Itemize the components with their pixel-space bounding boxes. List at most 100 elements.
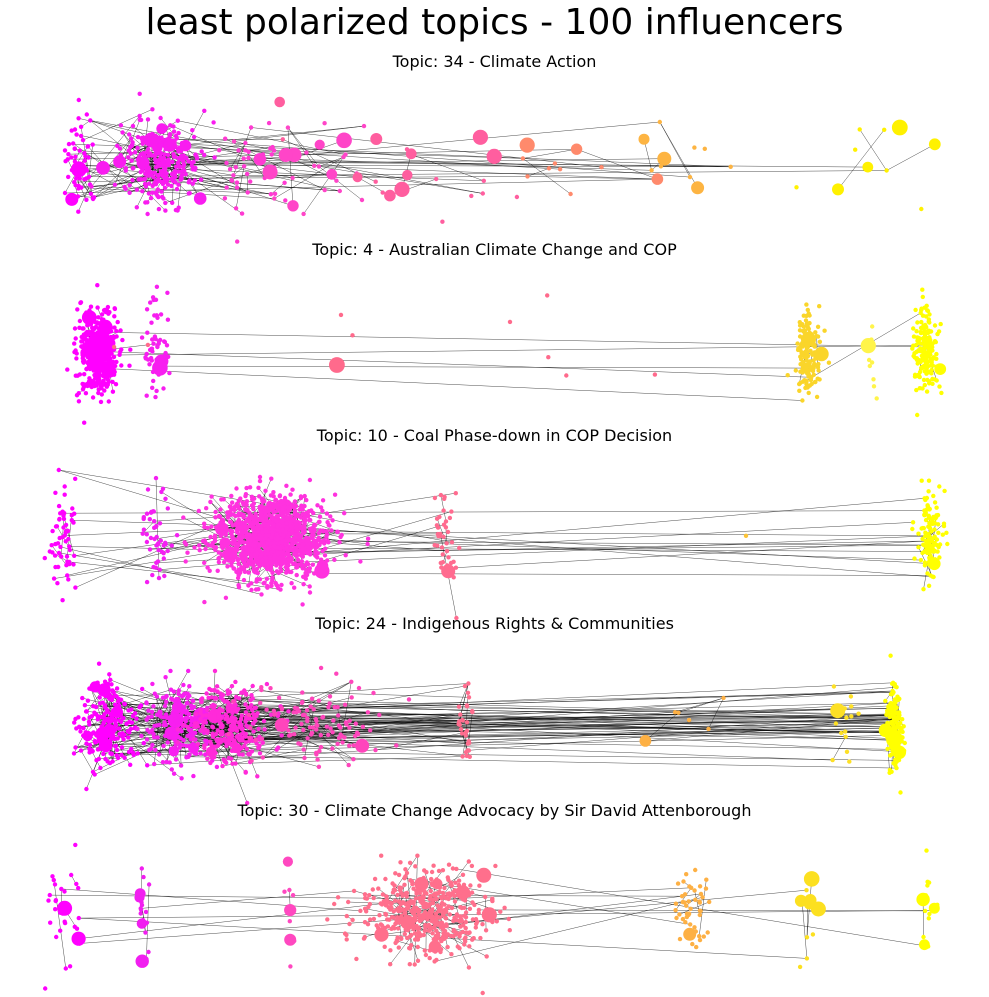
node bbox=[235, 185, 239, 189]
node bbox=[181, 743, 185, 747]
node bbox=[301, 582, 305, 586]
node bbox=[172, 735, 176, 739]
node bbox=[182, 708, 186, 712]
node bbox=[931, 515, 935, 519]
node bbox=[171, 179, 175, 183]
node bbox=[94, 381, 98, 385]
node bbox=[283, 496, 287, 500]
node bbox=[290, 488, 294, 492]
node bbox=[803, 328, 807, 332]
node bbox=[202, 525, 206, 529]
node bbox=[256, 571, 260, 575]
node bbox=[357, 686, 361, 690]
node bbox=[652, 173, 664, 185]
node bbox=[117, 703, 121, 707]
node bbox=[277, 696, 281, 700]
node bbox=[187, 180, 191, 184]
node bbox=[921, 355, 925, 359]
node bbox=[229, 520, 233, 524]
node bbox=[227, 548, 231, 552]
node bbox=[213, 719, 217, 723]
node bbox=[98, 333, 102, 337]
node bbox=[96, 717, 100, 721]
node bbox=[152, 509, 156, 513]
node bbox=[867, 358, 871, 362]
node bbox=[246, 570, 250, 574]
node bbox=[921, 314, 925, 318]
node bbox=[82, 360, 86, 364]
node bbox=[82, 372, 86, 376]
node bbox=[62, 517, 66, 521]
node bbox=[73, 159, 77, 163]
node bbox=[161, 196, 165, 200]
node bbox=[300, 602, 304, 606]
node bbox=[60, 598, 64, 602]
node bbox=[95, 321, 99, 325]
node bbox=[384, 190, 396, 202]
node bbox=[925, 389, 929, 393]
node bbox=[140, 335, 144, 339]
node bbox=[299, 553, 303, 557]
node bbox=[89, 732, 93, 736]
node bbox=[184, 559, 188, 563]
node bbox=[328, 726, 332, 730]
node bbox=[128, 763, 132, 767]
node bbox=[74, 336, 78, 340]
node bbox=[847, 759, 851, 763]
node bbox=[184, 542, 188, 546]
node bbox=[224, 547, 237, 560]
node bbox=[135, 188, 139, 192]
node bbox=[68, 548, 72, 552]
node bbox=[933, 500, 937, 504]
node bbox=[218, 691, 222, 695]
node bbox=[911, 344, 915, 348]
node bbox=[830, 703, 845, 718]
node bbox=[72, 350, 76, 354]
node bbox=[934, 357, 938, 361]
node bbox=[310, 731, 314, 735]
node bbox=[653, 372, 657, 376]
node bbox=[121, 737, 125, 741]
node bbox=[314, 550, 318, 554]
node bbox=[571, 144, 582, 155]
node bbox=[599, 165, 603, 169]
node bbox=[240, 211, 244, 215]
node bbox=[127, 148, 131, 152]
node bbox=[920, 386, 924, 390]
node bbox=[245, 503, 249, 507]
node bbox=[208, 740, 212, 744]
node bbox=[105, 376, 109, 380]
node bbox=[329, 357, 345, 373]
node bbox=[158, 568, 162, 572]
node bbox=[265, 563, 269, 567]
node bbox=[79, 125, 83, 129]
node bbox=[308, 584, 312, 588]
node bbox=[80, 382, 84, 386]
node bbox=[871, 377, 875, 381]
node bbox=[377, 713, 381, 717]
node bbox=[246, 156, 250, 160]
node bbox=[248, 698, 252, 702]
node bbox=[103, 743, 107, 747]
node bbox=[83, 154, 87, 158]
node bbox=[100, 359, 104, 363]
node bbox=[932, 560, 936, 564]
node bbox=[933, 549, 937, 553]
node bbox=[206, 543, 210, 547]
node bbox=[221, 698, 225, 702]
node bbox=[849, 694, 853, 698]
node bbox=[882, 128, 886, 132]
node bbox=[927, 342, 931, 346]
node bbox=[102, 324, 106, 328]
node bbox=[347, 726, 351, 730]
node bbox=[465, 704, 469, 708]
node bbox=[165, 716, 169, 720]
node bbox=[439, 565, 443, 569]
node bbox=[106, 718, 110, 722]
node bbox=[331, 718, 335, 722]
node bbox=[145, 763, 149, 767]
node bbox=[804, 379, 808, 383]
node bbox=[84, 331, 88, 335]
node bbox=[275, 552, 279, 556]
node bbox=[67, 562, 71, 566]
